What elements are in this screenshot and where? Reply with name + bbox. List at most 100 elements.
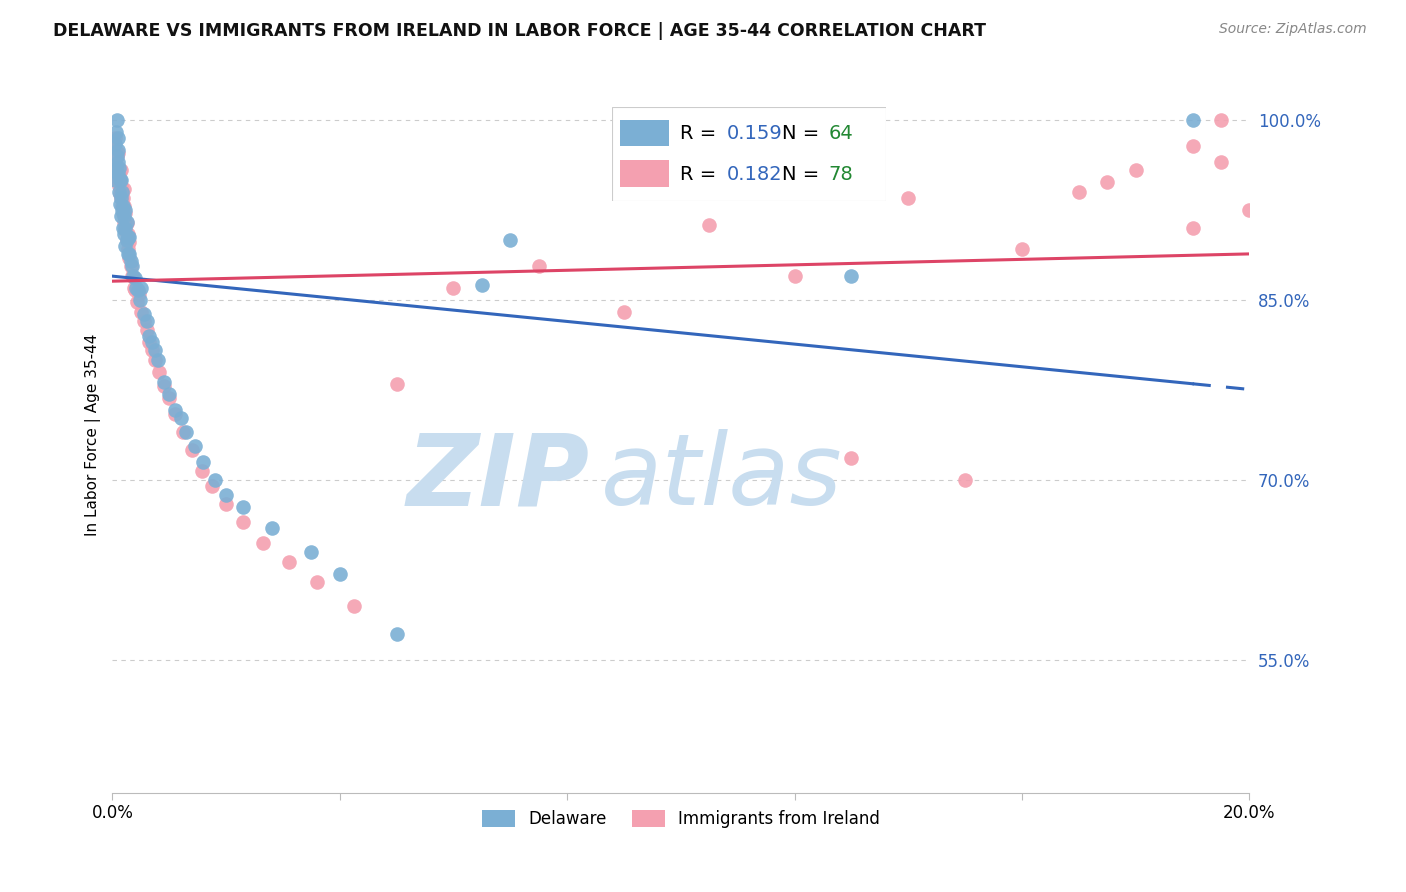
Point [110, 191, 132, 205]
Point [1209, 154, 1232, 169]
Point [114, 238, 136, 252]
Text: R =: R = [681, 165, 723, 184]
Point [105, 148, 128, 162]
Point [128, 286, 150, 301]
Point [127, 283, 149, 297]
Point [111, 185, 134, 199]
Point [108, 161, 131, 175]
Point [110, 172, 132, 186]
Point [112, 182, 135, 196]
Point [121, 268, 143, 283]
Text: R =: R = [681, 124, 723, 143]
Point [385, 627, 408, 641]
Point [138, 334, 160, 349]
Point [112, 215, 135, 229]
Point [252, 535, 274, 549]
Point [204, 473, 226, 487]
Point [110, 163, 132, 178]
Y-axis label: In Labor Force | Age 35-44: In Labor Force | Age 35-44 [86, 334, 101, 536]
Point [897, 191, 920, 205]
Text: ZIP: ZIP [406, 429, 591, 526]
Point [157, 392, 180, 406]
Point [105, 161, 128, 175]
Point [841, 268, 863, 283]
Point [132, 314, 155, 328]
Point [129, 281, 152, 295]
Point [107, 143, 129, 157]
Point [108, 172, 131, 186]
Point [201, 479, 224, 493]
Point [107, 161, 129, 175]
Point [122, 268, 145, 283]
Text: 78: 78 [828, 165, 853, 184]
Point [232, 500, 254, 514]
Point [107, 167, 129, 181]
Point [110, 191, 132, 205]
Point [115, 233, 138, 247]
Point [115, 233, 138, 247]
Point [111, 199, 134, 213]
Point [117, 247, 139, 261]
Text: N =: N = [782, 165, 825, 184]
Point [128, 293, 150, 307]
Point [697, 219, 720, 233]
Point [118, 247, 141, 261]
Point [108, 196, 131, 211]
Bar [620, 120, 669, 146]
Text: N =: N = [782, 124, 825, 143]
Point [117, 227, 139, 241]
Point [118, 230, 141, 244]
FancyBboxPatch shape [612, 107, 886, 201]
Legend: Delaware, Immigrants from Ireland: Delaware, Immigrants from Ireland [475, 803, 887, 834]
Text: 0.182: 0.182 [727, 165, 782, 184]
Point [105, 124, 128, 138]
Point [191, 463, 214, 477]
Point [129, 305, 152, 319]
Point [115, 215, 138, 229]
Text: 0.159: 0.159 [727, 124, 783, 143]
Point [385, 376, 408, 391]
Point [1209, 112, 1232, 127]
Point [141, 343, 163, 358]
Point [103, 143, 125, 157]
Point [329, 566, 352, 581]
Point [124, 283, 146, 297]
Point [108, 167, 131, 181]
Point [111, 220, 134, 235]
Point [110, 209, 132, 223]
Point [122, 281, 145, 295]
Point [108, 178, 131, 193]
Point [107, 146, 129, 161]
Bar [620, 161, 669, 186]
Point [132, 307, 155, 321]
Point [143, 343, 166, 358]
Point [111, 191, 134, 205]
Point [108, 172, 131, 186]
Text: DELAWARE VS IMMIGRANTS FROM IRELAND IN LABOR FORCE | AGE 35-44 CORRELATION CHART: DELAWARE VS IMMIGRANTS FROM IRELAND IN L… [53, 22, 987, 40]
Point [152, 379, 174, 393]
Point [141, 334, 163, 349]
Point [1067, 185, 1090, 199]
Text: atlas: atlas [602, 429, 844, 526]
Point [143, 352, 166, 367]
Point [1011, 243, 1033, 257]
Point [121, 259, 143, 273]
Point [107, 130, 129, 145]
Point [105, 167, 128, 181]
Point [117, 243, 139, 257]
Point [111, 206, 134, 220]
Point [114, 223, 136, 237]
Point [299, 545, 322, 559]
Point [471, 278, 494, 293]
Point [260, 521, 283, 535]
Point [1097, 175, 1119, 189]
Point [104, 130, 127, 145]
Point [443, 281, 465, 295]
Point [124, 271, 146, 285]
Point [117, 230, 139, 244]
Point [1239, 202, 1261, 217]
Point [112, 199, 135, 213]
Point [120, 254, 142, 268]
Point [613, 305, 636, 319]
Point [138, 329, 160, 343]
